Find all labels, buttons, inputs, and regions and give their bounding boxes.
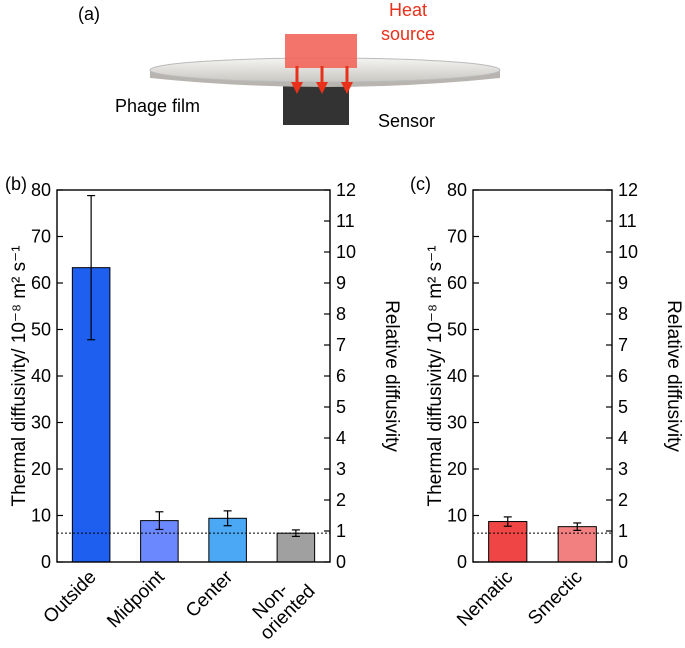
- x-tick-label: Nematic: [453, 567, 517, 631]
- y2-tick-label: 10: [618, 242, 638, 262]
- y2-tick-label: 10: [336, 242, 356, 262]
- y2-tick-label: 3: [618, 459, 628, 479]
- y2-tick-label: 3: [336, 459, 346, 479]
- y2-tick-label: 5: [618, 397, 628, 417]
- y-tick-label: 60: [31, 273, 51, 293]
- x-tick-label: Outside: [40, 567, 101, 628]
- panel-label: (c): [410, 174, 431, 194]
- y-tick-label: 10: [31, 506, 51, 526]
- y-tick-label: 70: [447, 227, 467, 247]
- y-tick-label: 10: [447, 506, 467, 526]
- y-tick-label: 30: [31, 413, 51, 433]
- plot-frame: [56, 189, 331, 563]
- bar: [557, 526, 597, 563]
- y-tick-label: 60: [447, 273, 467, 293]
- error-bar: [155, 511, 164, 531]
- y-tick-label: 70: [31, 227, 51, 247]
- panel-label: (b): [5, 174, 27, 194]
- y-tick-label: 40: [31, 366, 51, 386]
- film-label: Phage film: [115, 96, 200, 116]
- y-tick-label: 50: [31, 320, 51, 340]
- y2-tick-label: 1: [336, 521, 346, 541]
- bar: [276, 532, 316, 563]
- y2-axis-label: Relative diffusivity: [381, 300, 402, 452]
- y-axis-label: Thermal diffusivity/ 10⁻⁸ m² s⁻¹: [9, 245, 30, 506]
- error-bar: [291, 529, 300, 538]
- y-tick-label: 20: [447, 459, 467, 479]
- y2-tick-label: 4: [336, 428, 346, 448]
- error-bar: [223, 510, 232, 527]
- y-tick-label: 0: [41, 552, 51, 572]
- error-bar: [573, 522, 582, 531]
- heat-source-label: Heat source: [381, 0, 435, 44]
- error-bar: [87, 194, 96, 341]
- y-tick-label: 50: [447, 320, 467, 340]
- y2-tick-label: 6: [336, 366, 346, 386]
- y2-tick-label: 0: [336, 552, 346, 572]
- y2-tick-label: 2: [336, 490, 346, 510]
- y2-tick-label: 8: [618, 304, 628, 324]
- panel-label: (a): [78, 4, 100, 24]
- y-axis-label: Thermal diffusivity/ 10⁻⁸ m² s⁻¹: [425, 245, 446, 506]
- y-tick-label: 0: [457, 552, 467, 572]
- heat-block: [285, 34, 357, 68]
- x-tick-label: Non-oriented: [242, 567, 320, 645]
- y2-tick-label: 7: [336, 335, 346, 355]
- y-tick-label: 80: [447, 180, 467, 200]
- y2-tick-label: 7: [618, 335, 628, 355]
- y2-tick-label: 9: [336, 273, 346, 293]
- y2-tick-label: 12: [618, 180, 638, 200]
- y2-tick-label: 2: [618, 490, 628, 510]
- y2-tick-label: 11: [618, 211, 637, 231]
- y2-axis-label: Relative diffusivity: [663, 300, 684, 452]
- y2-tick-label: 9: [618, 273, 628, 293]
- y2-tick-label: 6: [618, 366, 628, 386]
- y2-tick-label: 11: [336, 211, 355, 231]
- y2-tick-label: 12: [336, 180, 356, 200]
- x-tick-label: Center: [182, 566, 238, 622]
- y2-tick-label: 1: [618, 521, 628, 541]
- error-bar: [503, 516, 512, 527]
- bar: [488, 521, 528, 563]
- y-tick-label: 30: [447, 413, 467, 433]
- sensor-label: Sensor: [378, 111, 435, 131]
- x-tick-label: Smectic: [524, 567, 587, 630]
- y-tick-label: 40: [447, 366, 467, 386]
- y2-tick-label: 0: [618, 552, 628, 572]
- x-tick-label: Midpoint: [103, 566, 169, 632]
- y-tick-label: 20: [31, 459, 51, 479]
- y2-tick-label: 5: [336, 397, 346, 417]
- y2-tick-label: 4: [618, 428, 628, 448]
- plot-frame: [472, 189, 613, 563]
- y-tick-label: 80: [31, 180, 51, 200]
- diagram: (a) Heat source Phage film Sensor: [78, 0, 501, 131]
- y2-tick-label: 8: [336, 304, 346, 324]
